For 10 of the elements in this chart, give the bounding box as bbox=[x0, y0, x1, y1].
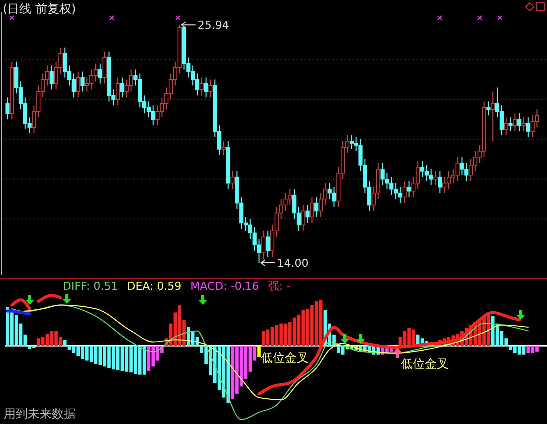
annotation: 14.00 bbox=[277, 257, 309, 270]
annotation: 低位金叉 bbox=[261, 351, 309, 365]
text: 强: - bbox=[268, 280, 291, 293]
annotation: 25.94 bbox=[198, 19, 230, 32]
text: DEA: 0.59 bbox=[127, 280, 182, 293]
annotation: 低位金叉 bbox=[401, 357, 449, 371]
series-label: DIFF: 0.51 bbox=[63, 280, 118, 293]
annotation: 用到未来数据 bbox=[4, 407, 76, 421]
series-label: MACD: -0.16 bbox=[190, 280, 260, 293]
chart-title: (日线 前复权) bbox=[3, 2, 76, 16]
